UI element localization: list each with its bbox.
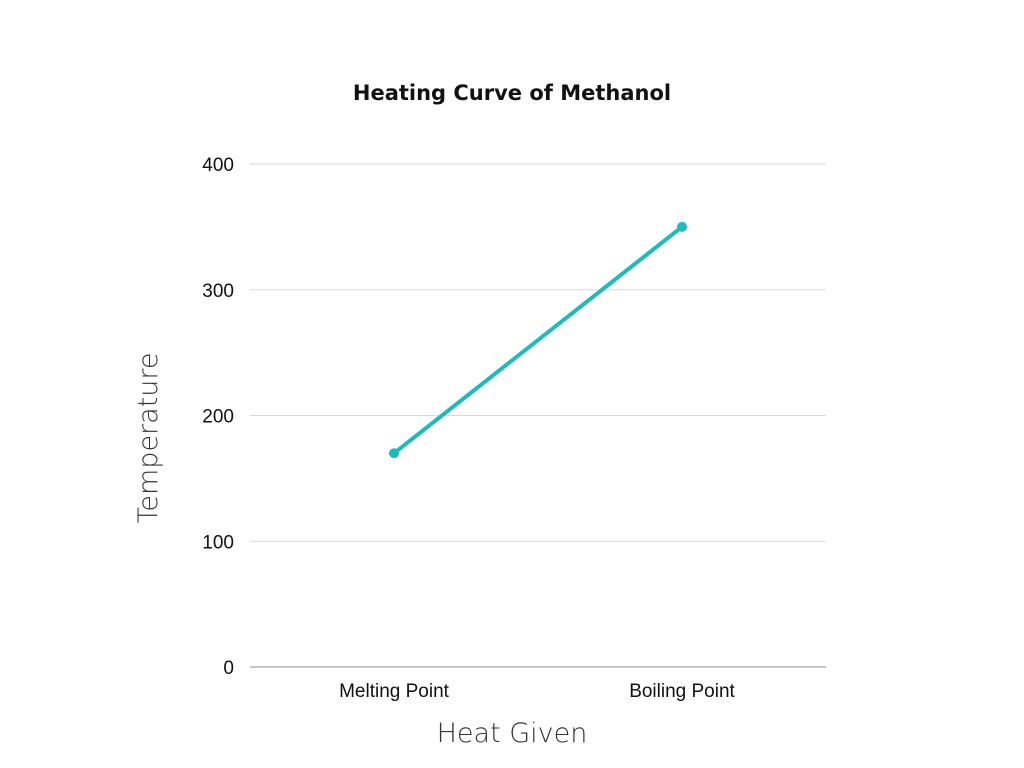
y-tick-label: 100 [202, 532, 234, 553]
x-tick-label: Boiling Point [629, 681, 735, 702]
y-tick-label: 400 [202, 155, 234, 176]
chart-title: Heating Curve of Methanol [353, 81, 671, 105]
x-tick-label: Melting Point [339, 681, 450, 702]
series-layer [389, 221, 687, 459]
series-line [392, 224, 684, 456]
y-tick-label: 300 [202, 281, 234, 302]
y-axis-title: Temperature [133, 352, 164, 523]
data-point [389, 448, 399, 459]
y-tick-label: 0 [223, 658, 234, 679]
y-tick-label: 200 [202, 407, 234, 428]
x-axis-title: Heat Given [437, 718, 588, 749]
x-tick-labels: Melting Point Boiling Point [339, 681, 735, 702]
gridlines [250, 163, 826, 668]
data-point [677, 221, 687, 232]
y-tick-labels: 0 100 200 300 400 [202, 155, 234, 679]
